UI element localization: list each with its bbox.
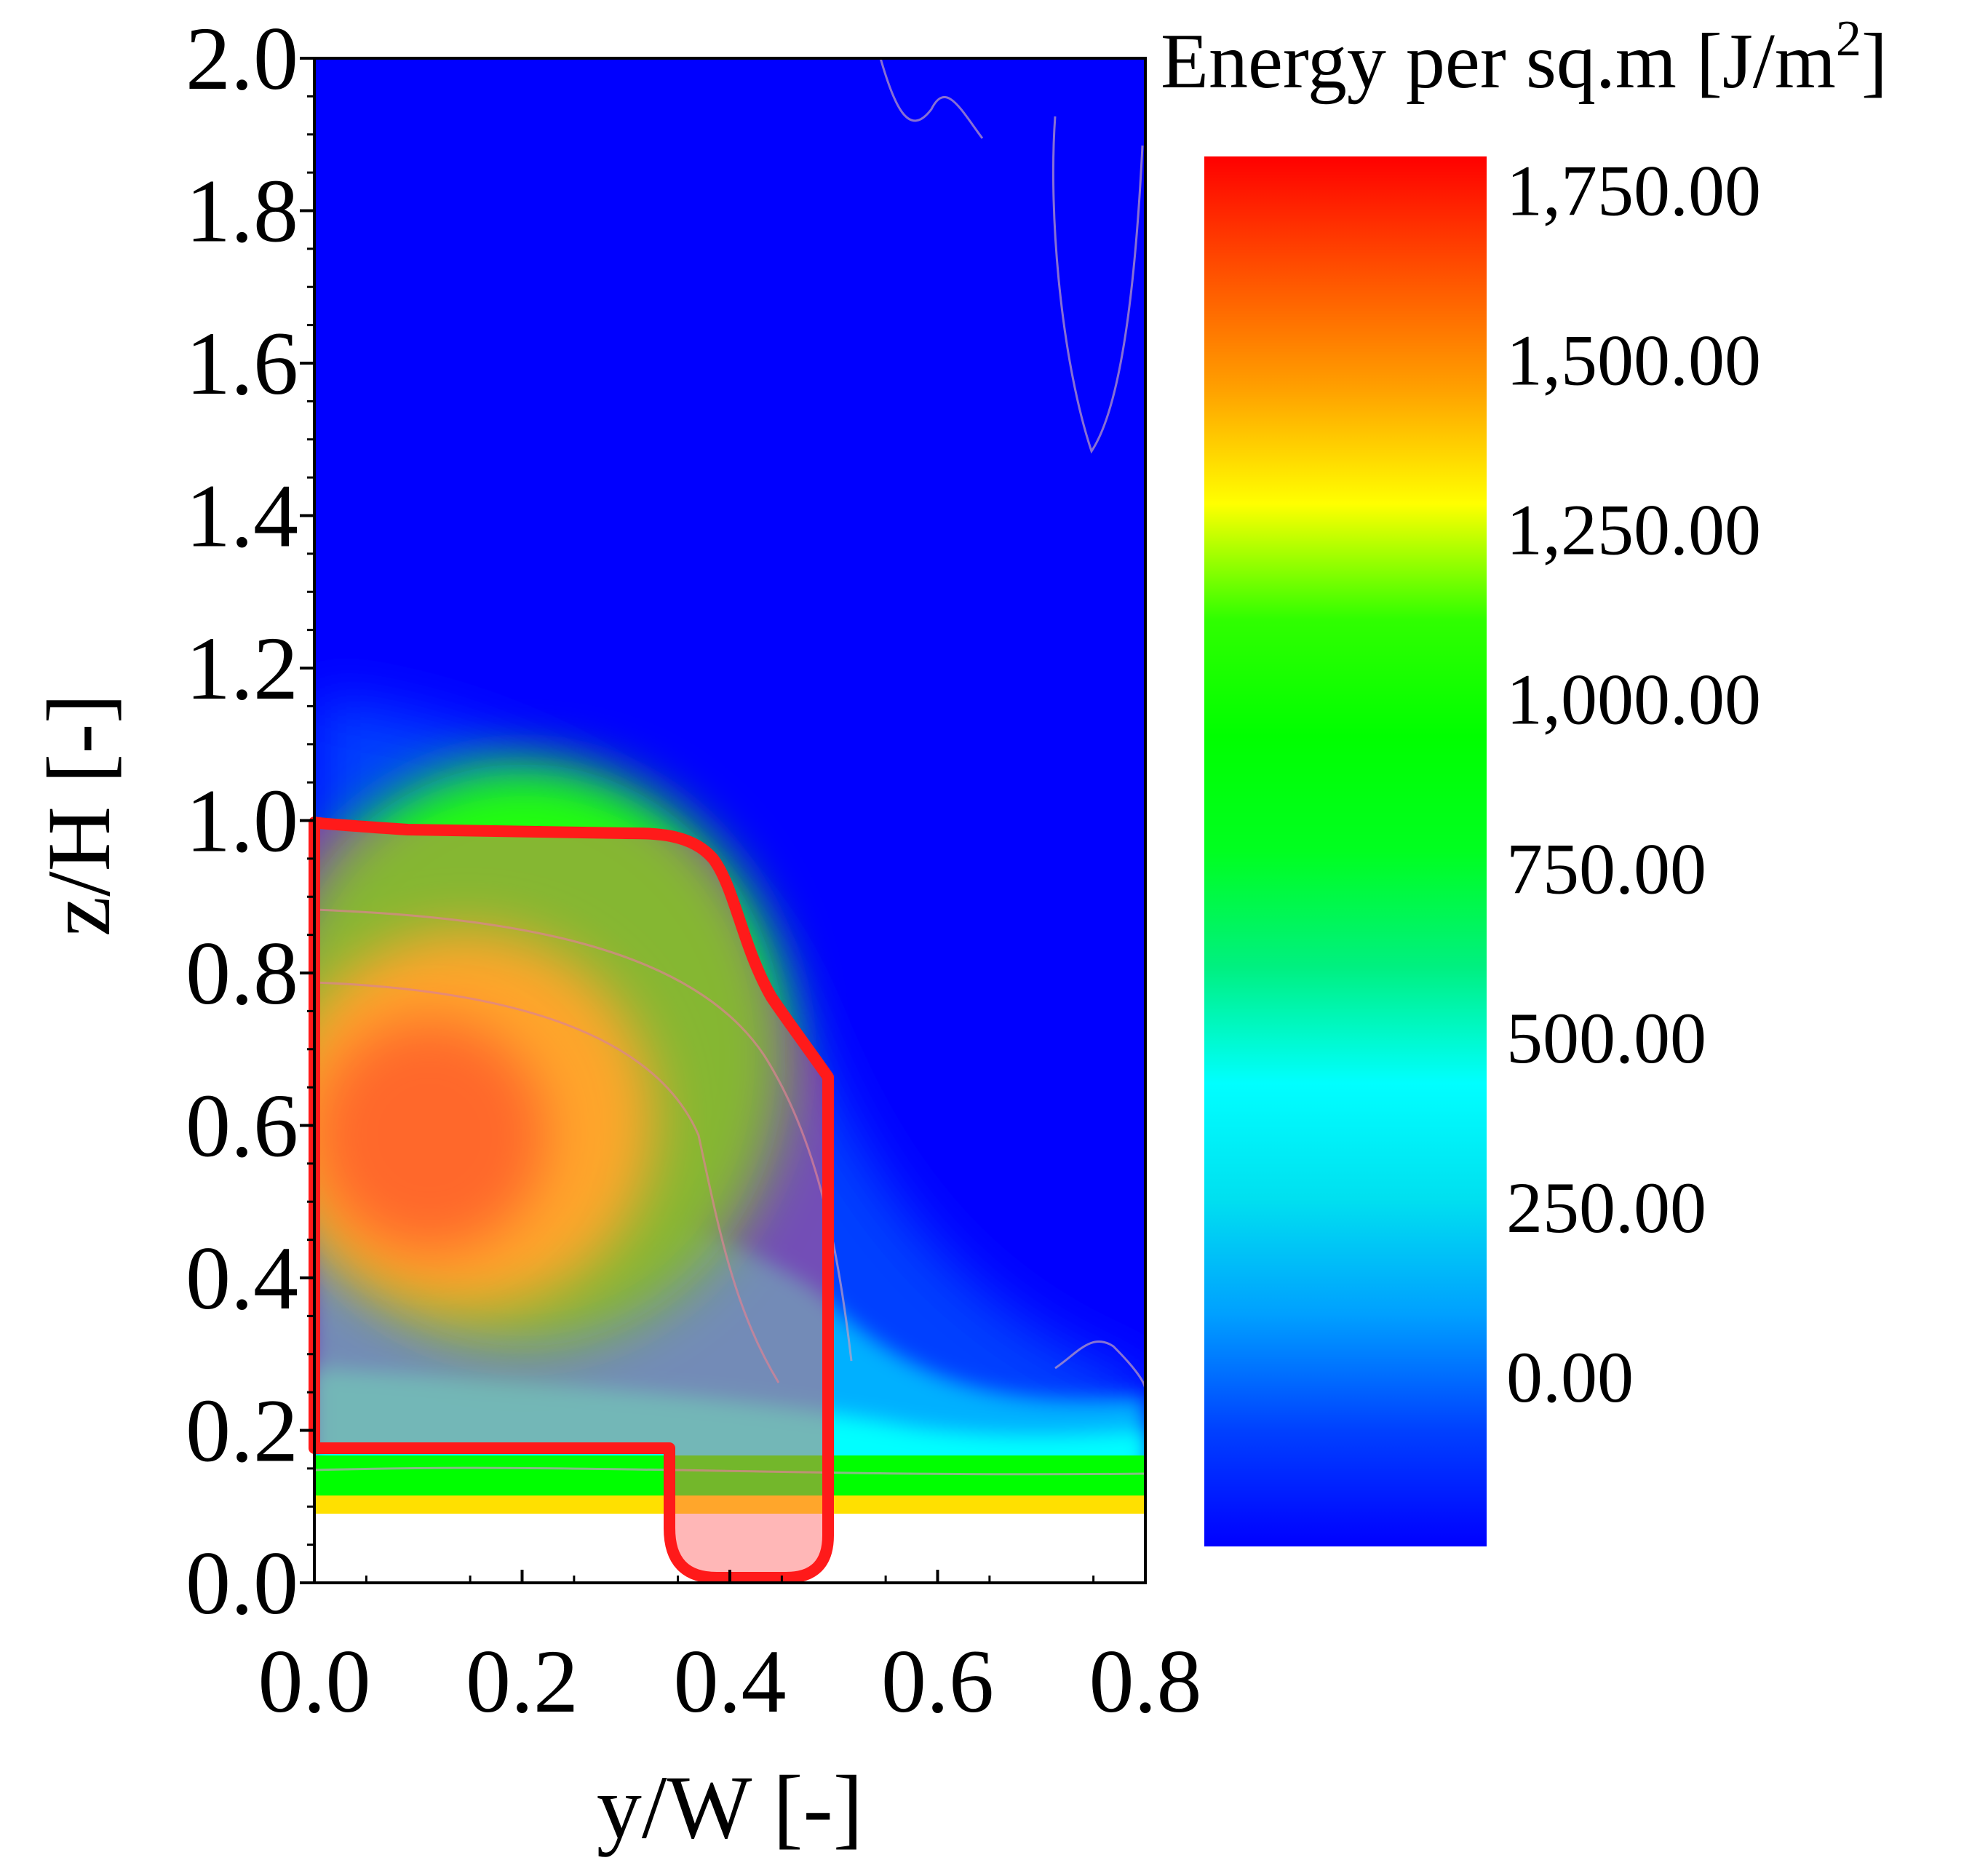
y-tick-label: 0.2 (186, 1381, 298, 1481)
field-orange-core (314, 1019, 546, 1252)
field-yellow-band (314, 1495, 1145, 1514)
y-tick-label: 0.8 (186, 923, 298, 1023)
colorbar-bar (1204, 156, 1487, 1546)
plot-area (309, 57, 1147, 1584)
y-tick-label: 1.2 (186, 619, 298, 718)
colorbar: Energy per sq.m [J/m2] 1,750.001,500.001… (1161, 11, 1888, 1546)
x-tick-label: 0.0 (258, 1632, 371, 1731)
x-tick-label: 0.2 (466, 1632, 578, 1731)
y-axis-label: z/H [-] (29, 694, 129, 937)
colorbar-labels: 1,750.00 1,500.00 1,250.00 1,000.00 750.00 50… (1506, 151, 1761, 1418)
contour-lines (314, 58, 1145, 1476)
colorbar-title: Energy per sq.m [J/m2] (1161, 11, 1888, 105)
x-axis: 0.0 0.2 0.4 0.6 0.8 (258, 1570, 1202, 1731)
x-tick-label: 0.8 (1089, 1632, 1202, 1731)
y-tick-label: 1.6 (186, 314, 298, 413)
colorbar-label: 750.00 (1506, 828, 1706, 909)
colorbar-title-end: ] (1861, 18, 1888, 105)
y-tick-label: 2.0 (186, 9, 298, 108)
colorbar-label: 250.00 (1506, 1167, 1706, 1248)
colorbar-label: 0.00 (1506, 1337, 1634, 1418)
y-tick-label: 1.0 (186, 771, 298, 871)
x-axis-label: y/W [-] (597, 1757, 863, 1857)
colorbar-label: 500.00 (1506, 998, 1706, 1078)
white-strip (314, 1514, 1145, 1581)
colorbar-label: 1,000.00 (1506, 659, 1761, 739)
field-green-band (314, 1455, 1145, 1499)
colorbar-title-sup: 2 (1836, 11, 1861, 67)
x-tick-label: 0.4 (674, 1632, 787, 1731)
colorbar-label: 1,750.00 (1506, 151, 1761, 231)
highlight-region (309, 817, 835, 1584)
x-tick-label: 0.6 (881, 1632, 994, 1731)
colorbar-label: 1,250.00 (1506, 489, 1761, 570)
y-tick-label: 0.0 (186, 1533, 298, 1633)
colorbar-label: 1,500.00 (1506, 320, 1761, 401)
colorbar-title-text: Energy per sq.m [J/m (1161, 18, 1836, 105)
y-tick-label: 1.4 (186, 466, 298, 566)
contour-field (314, 58, 1145, 1514)
y-axis: 0.0 0.2 0.4 0.6 0.8 1.0 1.2 1.4 1.6 1.8 2.0 (186, 9, 314, 1633)
y-tick-label: 1.8 (186, 162, 298, 261)
y-tick-label: 0.6 (186, 1076, 298, 1176)
y-tick-label: 0.4 (186, 1228, 298, 1328)
